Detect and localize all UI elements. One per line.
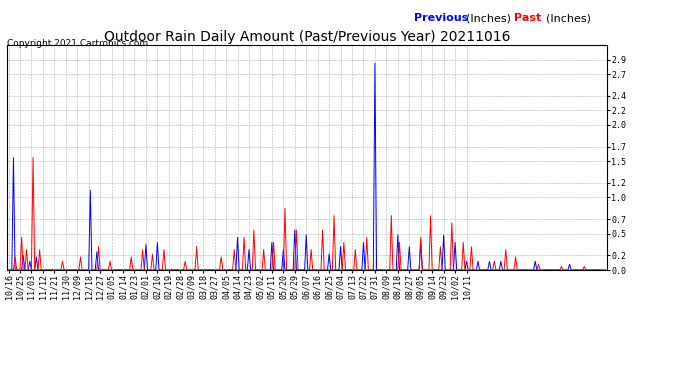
Text: Copyright 2021 Cartronics.com: Copyright 2021 Cartronics.com: [7, 39, 148, 48]
Text: (Inches): (Inches): [466, 13, 511, 23]
Text: Previous: Previous: [414, 13, 469, 23]
Text: Past: Past: [514, 13, 541, 23]
Title: Outdoor Rain Daily Amount (Past/Previous Year) 20211016: Outdoor Rain Daily Amount (Past/Previous…: [104, 30, 511, 44]
Text: (Inches): (Inches): [546, 13, 591, 23]
